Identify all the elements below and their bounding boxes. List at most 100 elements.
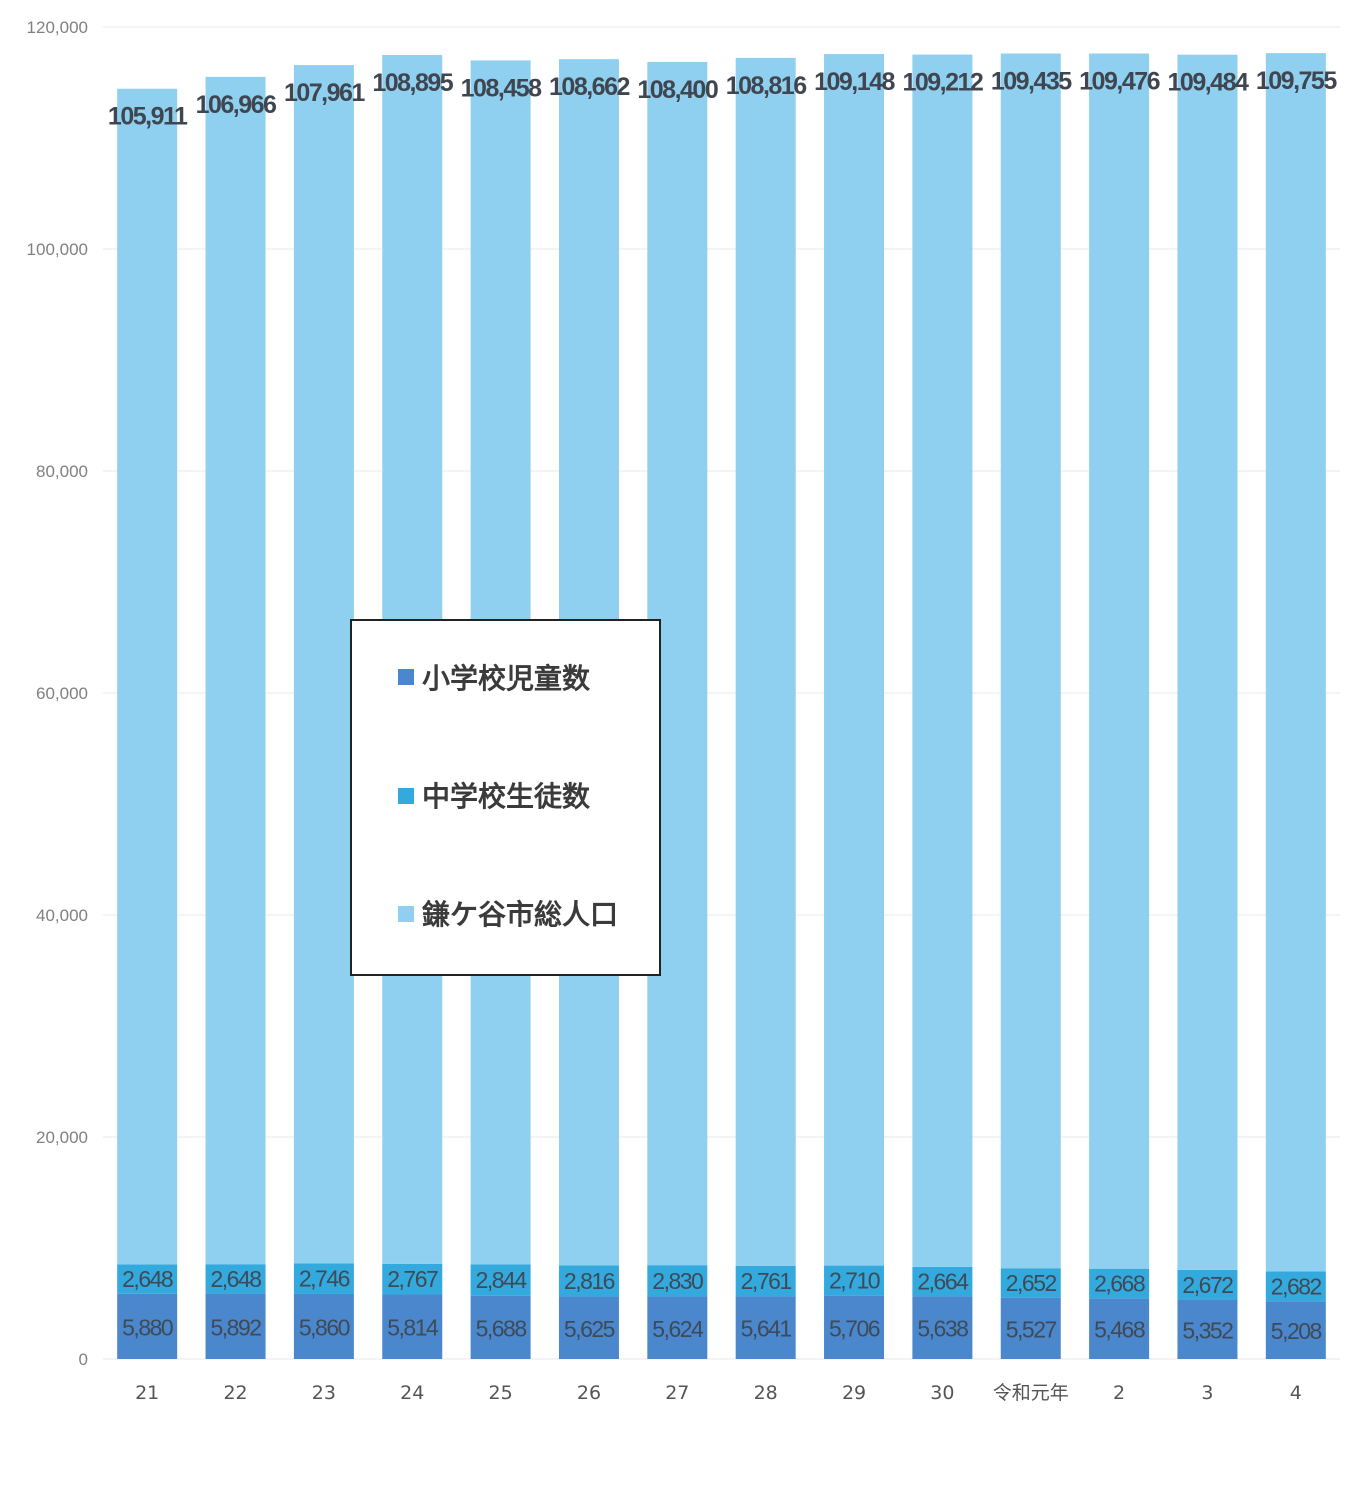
x-tick-label: 22 — [223, 1382, 247, 1404]
bar-segment — [1265, 1301, 1326, 1359]
legend-label-elementary: 小学校児童数 — [422, 662, 591, 695]
value-label-total: 109,755 — [1256, 67, 1337, 95]
bar-segment — [117, 88, 178, 1265]
value-label-elementary: 5,641 — [741, 1316, 792, 1342]
bar-segment — [1000, 1268, 1061, 1298]
bar-segment — [1089, 1298, 1150, 1359]
y-axis: 0 20,000 40,000 60,000 80,000 100,000 120,000 — [27, 18, 88, 1369]
value-label-elementary: 5,625 — [564, 1316, 615, 1342]
value-label-total: 108,400 — [637, 76, 717, 104]
y-tick-label: 40,000 — [36, 906, 88, 925]
value-label-junior: 2,767 — [387, 1266, 438, 1292]
bar-segment — [912, 1296, 973, 1359]
bar-segment — [205, 1264, 266, 1294]
value-label-elementary: 5,706 — [829, 1315, 880, 1341]
data-labels: 5,880 2,648 105,911 5,892 2,648 106,966 5,860 2… — [108, 67, 1339, 1344]
value-label-elementary: 5,624 — [652, 1316, 704, 1342]
x-tick-label: 24 — [400, 1382, 424, 1404]
bar-segment — [1000, 1297, 1061, 1359]
value-label-elementary: 5,860 — [299, 1314, 350, 1340]
bar-segment — [1177, 1299, 1238, 1359]
value-label-junior: 2,746 — [299, 1266, 350, 1292]
value-label-total: 106,966 — [196, 91, 276, 119]
bar-segment — [1177, 54, 1238, 1270]
bar-segment — [1265, 1271, 1326, 1302]
bar-segment — [1000, 53, 1061, 1269]
value-label-junior: 2,648 — [122, 1266, 173, 1292]
value-label-junior: 2,830 — [652, 1268, 703, 1294]
bar-segment — [824, 1265, 885, 1296]
value-label-junior: 2,664 — [917, 1269, 969, 1295]
value-label-total: 109,435 — [991, 67, 1072, 95]
value-label-total: 107,961 — [284, 79, 365, 107]
y-tick-label: 80,000 — [36, 462, 88, 481]
value-label-elementary: 5,814 — [387, 1315, 439, 1341]
bar-segment — [912, 1266, 973, 1297]
legend: 小学校児童数 中学校生徒数 鎌ケ谷市総人口 — [350, 619, 661, 976]
x-axis: 21 22 23 24 25 26 27 28 29 30 令和元年 2 3 4 — [135, 1382, 1302, 1404]
bar-segment — [470, 1295, 531, 1359]
bar-segment — [824, 54, 885, 1266]
x-tick-label: 25 — [489, 1382, 513, 1404]
x-tick-label: 令和元年 — [993, 1382, 1069, 1404]
value-label-total: 109,484 — [1168, 69, 1249, 97]
bar-segment — [293, 1293, 354, 1359]
legend-swatch-elementary — [398, 669, 414, 685]
value-label-junior: 2,844 — [476, 1267, 528, 1293]
y-tick-label: 0 — [79, 1350, 88, 1369]
bar-segment — [558, 1265, 619, 1297]
bar-segment — [382, 1263, 443, 1295]
bar-segment — [117, 1293, 178, 1359]
bar-segment — [647, 1265, 708, 1297]
bar-segment — [735, 1265, 796, 1297]
value-label-junior: 2,652 — [1006, 1270, 1057, 1296]
bar-segment — [205, 1293, 266, 1359]
bar-segment — [824, 1295, 885, 1359]
bar-segment — [293, 65, 354, 1264]
x-tick-label: 3 — [1201, 1382, 1213, 1404]
bar-segment — [1089, 53, 1150, 1269]
x-tick-label: 27 — [665, 1382, 689, 1404]
y-tick-label: 20,000 — [36, 1128, 88, 1147]
value-label-junior: 2,710 — [829, 1268, 880, 1294]
value-label-total: 105,911 — [108, 103, 188, 131]
y-tick-label: 100,000 — [27, 240, 88, 259]
x-tick-label: 26 — [577, 1382, 601, 1404]
bar-segment — [735, 1296, 796, 1359]
value-label-total: 109,148 — [814, 68, 895, 96]
value-label-elementary: 5,468 — [1094, 1317, 1145, 1343]
bar-segment — [1089, 1268, 1150, 1299]
value-label-total: 108,458 — [461, 74, 542, 102]
legend-swatch-junior — [398, 788, 414, 804]
x-tick-label: 23 — [312, 1382, 336, 1404]
bar-segment — [558, 1296, 619, 1359]
x-tick-label: 21 — [135, 1382, 159, 1404]
value-label-elementary: 5,208 — [1271, 1318, 1322, 1344]
value-label-elementary: 5,880 — [122, 1314, 173, 1340]
bar-segment — [205, 76, 266, 1265]
x-tick-label: 28 — [754, 1382, 778, 1404]
bar-segment — [470, 1264, 531, 1296]
bar-segment — [293, 1263, 354, 1294]
value-label-junior: 2,672 — [1182, 1272, 1233, 1298]
bar-segment — [647, 1296, 708, 1359]
x-tick-label: 4 — [1290, 1382, 1302, 1404]
bar-segment — [1265, 53, 1326, 1272]
legend-label-total: 鎌ケ谷市総人口 — [422, 898, 618, 931]
value-label-elementary: 5,527 — [1006, 1316, 1057, 1342]
value-label-junior: 2,648 — [211, 1266, 262, 1292]
value-label-junior: 2,816 — [564, 1268, 615, 1294]
value-label-elementary: 5,638 — [917, 1316, 968, 1342]
value-label-total: 109,212 — [902, 69, 982, 97]
value-label-total: 109,476 — [1079, 68, 1159, 96]
value-label-total: 108,895 — [372, 69, 453, 97]
legend-label-junior: 中学校生徒数 — [422, 780, 591, 813]
value-label-elementary: 5,688 — [476, 1315, 527, 1341]
x-tick-label: 30 — [930, 1382, 954, 1404]
value-label-total: 108,816 — [726, 72, 806, 100]
gridlines — [103, 26, 1340, 1360]
value-label-junior: 2,682 — [1271, 1273, 1322, 1299]
y-tick-label: 60,000 — [36, 684, 88, 703]
y-tick-label: 120,000 — [27, 18, 88, 37]
